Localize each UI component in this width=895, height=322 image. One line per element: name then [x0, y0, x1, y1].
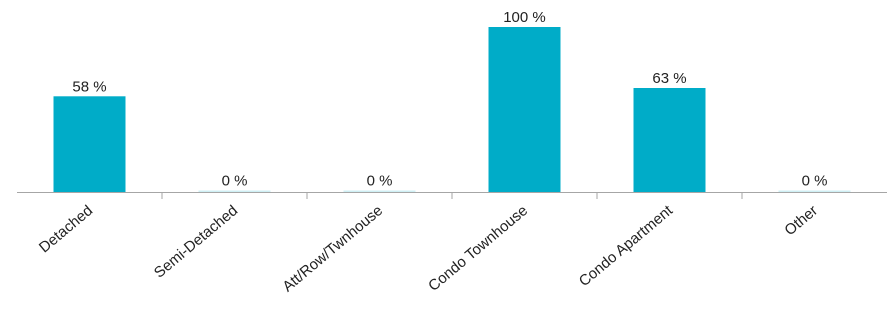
x-axis [17, 192, 887, 199]
x-tick-labels-group: Detached Semi-Detached Att/Row/Twnhouse Con… [36, 202, 821, 296]
data-label-4: 63 % [652, 70, 686, 87]
data-label-1: 0 % [222, 173, 248, 190]
x-tick-label-2: Att/Row/Twnhouse [279, 202, 386, 295]
bar-4 [633, 88, 706, 192]
data-label-5: 0 % [802, 173, 828, 190]
x-tick-label-0: Detached [36, 202, 96, 256]
bar-0 [53, 96, 126, 192]
bar-2 [343, 190, 416, 192]
x-tick-label-1: Semi-Detached [151, 202, 241, 281]
x-tick-label-3: Condo Townhouse [425, 202, 531, 295]
bar-5 [778, 190, 851, 192]
data-label-3: 100 % [503, 9, 546, 26]
x-tick-label-5: Other [781, 202, 821, 239]
data-label-2: 0 % [367, 173, 393, 190]
data-label-0: 58 % [72, 78, 106, 95]
bars-group [53, 27, 851, 192]
bar-1 [198, 190, 271, 192]
bar-3 [488, 27, 561, 192]
x-tick-label-4: Condo Apartment [576, 202, 677, 291]
data-labels-group: 58 % 0 % 0 % 100 % 63 % 0 % [72, 9, 827, 190]
